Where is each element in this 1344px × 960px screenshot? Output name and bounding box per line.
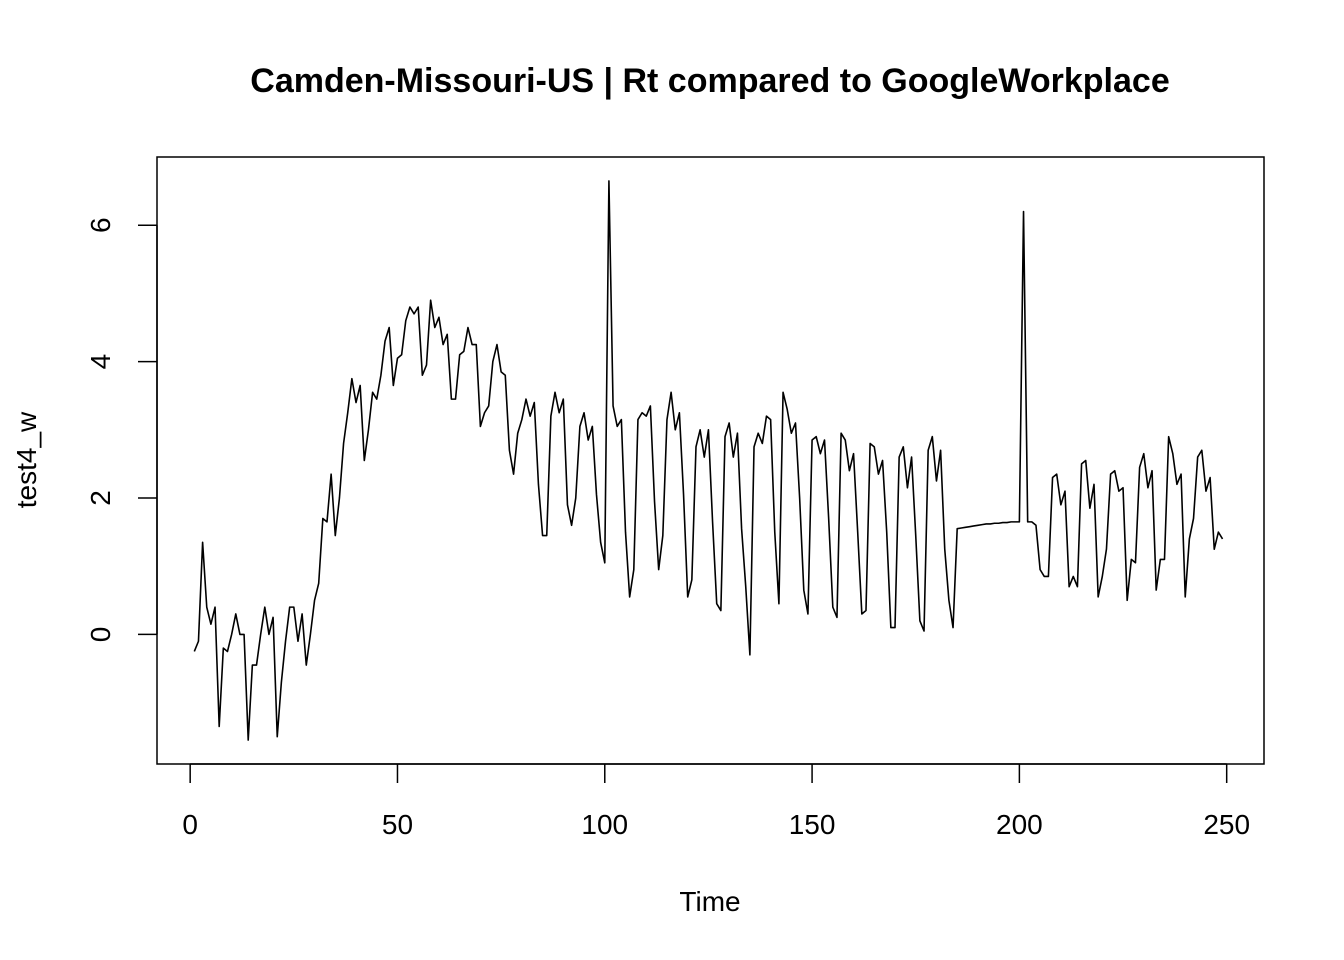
x-tick-label: 150 — [789, 809, 836, 840]
x-tick-label: 200 — [996, 809, 1043, 840]
y-axis: 0 2 4 6 — [85, 217, 158, 643]
y-tick-label: 2 — [85, 490, 116, 506]
x-axis: 0 50 100 150 200 250 — [182, 763, 1250, 840]
chart-title: Camden-Missouri-US | Rt compared to Goog… — [250, 62, 1169, 100]
x-axis-label: Time — [679, 886, 740, 917]
y-axis-label: test4_w — [11, 411, 42, 508]
y-tick-label: 0 — [85, 627, 116, 643]
x-tick-label: 50 — [382, 809, 413, 840]
x-tick-label: 250 — [1203, 809, 1250, 840]
x-tick-label: 0 — [182, 809, 198, 840]
y-tick-label: 4 — [85, 354, 116, 370]
x-tick-label: 100 — [581, 809, 628, 840]
series-line-test4_w — [193, 180, 1224, 741]
y-tick-label: 6 — [85, 217, 116, 233]
